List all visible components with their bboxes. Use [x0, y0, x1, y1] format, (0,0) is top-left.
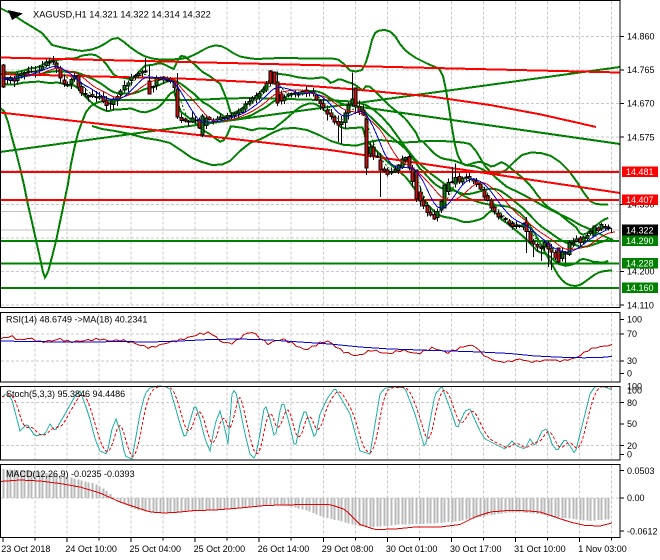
- svg-text:0.00: 0.00: [627, 493, 645, 503]
- svg-text:14.228: 14.228: [626, 259, 654, 269]
- svg-text:0: 0: [627, 450, 632, 460]
- svg-text:31 Oct 10:00: 31 Oct 10:00: [514, 544, 566, 554]
- svg-text:30: 30: [627, 356, 637, 366]
- svg-text:14.290: 14.290: [626, 236, 654, 246]
- svg-text:100: 100: [627, 382, 642, 392]
- svg-text:25 Oct 20:00: 25 Oct 20:00: [194, 544, 246, 554]
- svg-text:14.670: 14.670: [627, 99, 655, 109]
- svg-text:24 Oct 10:00: 24 Oct 10:00: [65, 544, 117, 554]
- svg-text:MACD(12,26,9) -0.0235 -0.0393: MACD(12,26,9) -0.0235 -0.0393: [6, 469, 135, 479]
- svg-text:Stoch(5,3,3) 95.3846 94.4486: Stoch(5,3,3) 95.3846 94.4486: [6, 389, 125, 399]
- svg-text:14.765: 14.765: [627, 65, 655, 75]
- svg-text:-0.0612: -0.0612: [627, 526, 658, 536]
- svg-text:14.575: 14.575: [627, 132, 655, 142]
- svg-text:20: 20: [627, 441, 637, 451]
- svg-text:RSI(14) 48.6749 ->MA(18) 40.2: RSI(14) 48.6749 ->MA(18) 40.2341: [6, 315, 147, 325]
- svg-text:30 Oct 17:00: 30 Oct 17:00: [450, 544, 502, 554]
- svg-text:14.322: 14.322: [626, 225, 654, 235]
- svg-text:26 Oct 14:00: 26 Oct 14:00: [258, 544, 310, 554]
- svg-text:14.200: 14.200: [627, 267, 655, 277]
- svg-text:50: 50: [627, 419, 637, 429]
- svg-text:14.407: 14.407: [626, 195, 654, 205]
- svg-text:29 Oct 08:00: 29 Oct 08:00: [322, 544, 374, 554]
- svg-text:1 Nov 03:00: 1 Nov 03:00: [578, 544, 627, 554]
- svg-text:14.481: 14.481: [626, 167, 654, 177]
- svg-text:23 Oct 2018: 23 Oct 2018: [1, 544, 50, 554]
- svg-text:XAGUSD,H1 14.321 14.322 14.31: XAGUSD,H1 14.321 14.322 14.314 14.322: [33, 10, 211, 20]
- svg-text:100: 100: [627, 315, 642, 325]
- svg-text:25 Oct 04:00: 25 Oct 04:00: [130, 544, 182, 554]
- svg-text:0.0503: 0.0503: [627, 466, 655, 476]
- svg-text:100: 100: [627, 386, 642, 396]
- svg-text:80: 80: [627, 398, 637, 408]
- svg-text:14.160: 14.160: [626, 283, 654, 293]
- svg-text:30 Oct 01:00: 30 Oct 01:00: [386, 544, 438, 554]
- svg-text:14.860: 14.860: [627, 32, 655, 42]
- svg-text:70: 70: [627, 329, 637, 339]
- svg-text:0: 0: [627, 369, 632, 379]
- svg-text:14.110: 14.110: [627, 300, 654, 310]
